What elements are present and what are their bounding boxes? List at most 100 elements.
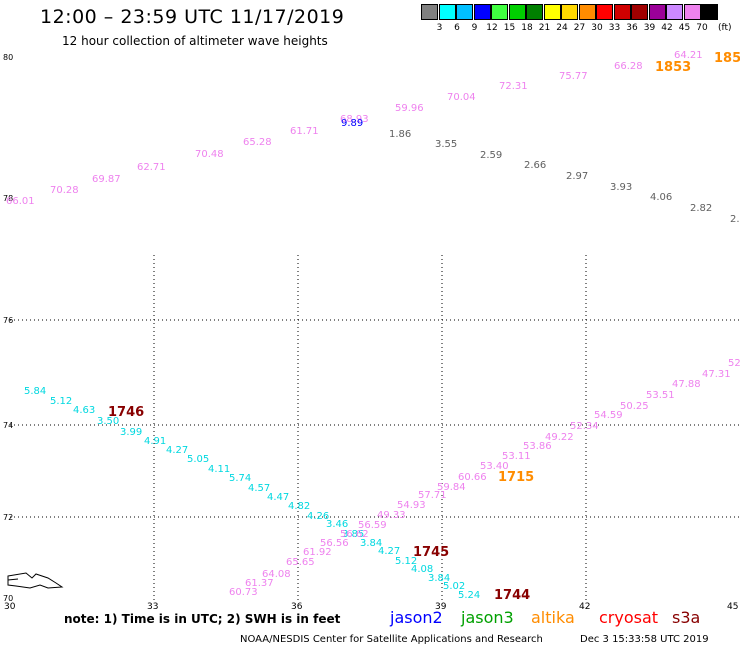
swh-observation: 53.40: [480, 461, 509, 472]
swh-observation: 70.48: [195, 149, 224, 160]
latitude-label: 72: [3, 513, 13, 522]
swh-observation: 59.84: [437, 482, 466, 493]
swh-observation: 1.86: [389, 129, 411, 140]
latitude-label: 74: [3, 421, 13, 430]
swh-observation: 56.59: [358, 520, 387, 531]
swh-observation: 60.66: [458, 472, 487, 483]
swh-observation: 61.71: [290, 126, 319, 137]
longitude-label: 39: [435, 602, 447, 612]
satellite-legend-s3a: s3a: [672, 608, 701, 627]
legend-level-label: 6: [454, 23, 460, 33]
swh-observation: 2.59: [480, 150, 502, 161]
pass-time-label: 1746: [108, 405, 144, 420]
swh-observation: 2.66: [524, 160, 546, 171]
swh-observation: 52: [728, 358, 740, 369]
swh-observation: 56.62: [340, 529, 369, 540]
legend-swatch: [456, 4, 473, 20]
latitude-label: 70: [3, 594, 13, 603]
longitude-label: 30: [4, 602, 16, 612]
swh-observation: 2.97: [566, 171, 588, 182]
swh-observation: 49.22: [545, 432, 574, 443]
legend-level-label: 27: [573, 23, 586, 33]
credit-line: NOAA/NESDIS Center for Satellite Applica…: [240, 634, 543, 645]
swh-observation: 53.51: [646, 390, 675, 401]
legend-swatch: [666, 4, 683, 20]
legend-level-label: 45: [678, 23, 691, 33]
swh-observation: 4.08: [411, 564, 433, 575]
longitude-label: 45: [727, 602, 738, 612]
legend-swatch: [438, 4, 456, 20]
swh-observation: 4.06: [650, 192, 672, 203]
legend-swatch: [473, 4, 491, 20]
legend-level-label: 70: [696, 23, 708, 33]
legend-swatch: [613, 4, 631, 20]
swh-observation: 68.93: [340, 114, 369, 125]
swh-observation: 59.96: [395, 103, 424, 114]
legend-level-label: 30: [591, 23, 603, 33]
longitude-label: 36: [291, 602, 303, 612]
swh-observation: 4.91: [144, 436, 166, 447]
swh-observation: 66.01: [6, 196, 35, 207]
satellite-legend-jason3: jason3: [461, 608, 514, 627]
legend-level-label: 9: [471, 23, 478, 33]
swh-observation: 9.89: [341, 118, 363, 129]
legend-swatch: [526, 4, 543, 20]
axis-labels: 30 33 36 39 42 45 80 78 76 74 72 70: [3, 53, 738, 612]
swh-observation: 5.84: [24, 386, 46, 397]
swh-observation: 4.57: [248, 483, 270, 494]
satellite-legend-cryosat: cryosat: [599, 608, 659, 627]
swh-observation: 50.25: [620, 401, 649, 412]
swh-observation: 5.12: [395, 556, 417, 567]
legend-level-label: 15: [503, 23, 516, 33]
latitude-label: 78: [3, 194, 13, 203]
swh-observation: 70.04: [447, 92, 476, 103]
swh-observation: 3.84: [428, 573, 450, 584]
swh-observation: 3.50: [97, 416, 119, 427]
legend-swatch: [543, 4, 561, 20]
swh-observation: 53.11: [502, 451, 531, 462]
swh-observation: 57.71: [418, 490, 447, 501]
swh-observation: 75.77: [559, 71, 588, 82]
legend-swatch: [701, 4, 718, 20]
legend-level-label: 12: [486, 23, 498, 33]
swh-observation: 61.92: [303, 547, 332, 558]
swh-observation: 72.31: [499, 81, 528, 92]
satellite-legend-jason2: jason2: [390, 608, 443, 627]
swh-observation: 64.21: [674, 50, 703, 61]
longitude-label: 42: [579, 602, 590, 612]
swh-observation: 5.74: [229, 473, 251, 484]
swh-observation: 53.86: [523, 441, 552, 452]
pass-time-label: 185: [714, 51, 740, 66]
swh-observation: 49.33: [377, 510, 406, 521]
swh-observation: 4.47: [267, 492, 289, 503]
lat-lon-grid: [10, 255, 740, 600]
latitude-label: 80: [3, 53, 13, 62]
legend-level-label: 33: [608, 23, 621, 33]
coastline-svalbard: [7, 572, 64, 589]
swh-observation: 66.28: [614, 61, 643, 72]
pass-time-label: 1715: [498, 470, 534, 485]
swh-observation: 69.87: [92, 174, 121, 185]
swh-observation: 61.37: [245, 578, 274, 589]
swh-observation: 52.34: [570, 421, 599, 432]
legend-level-label: 39: [643, 23, 656, 33]
legend-level-label: 24: [556, 23, 568, 33]
coastline: [7, 572, 64, 589]
swh-observation: 4.63: [73, 405, 95, 416]
legend-swatch: [648, 4, 666, 20]
legend-swatch: [421, 4, 438, 20]
legend-level-label: 42: [661, 23, 673, 33]
legend-level-label: 21: [538, 23, 551, 33]
swh-observation: 3.93: [610, 182, 632, 193]
satellite-legend-altika: altika: [531, 608, 575, 627]
swh-observation: 5.12: [50, 396, 72, 407]
pass-time-label: 1744: [494, 588, 530, 603]
legend-swatch: [631, 4, 648, 20]
swh-observation: 4.11: [208, 464, 230, 475]
legend-swatch: [561, 4, 578, 20]
swh-observation: 47.88: [672, 379, 701, 390]
swh-observation: 3.46: [326, 519, 348, 530]
page-title: 12:00 – 23:59 UTC 11/17/2019: [40, 6, 345, 28]
legend-swatch: [683, 4, 701, 20]
